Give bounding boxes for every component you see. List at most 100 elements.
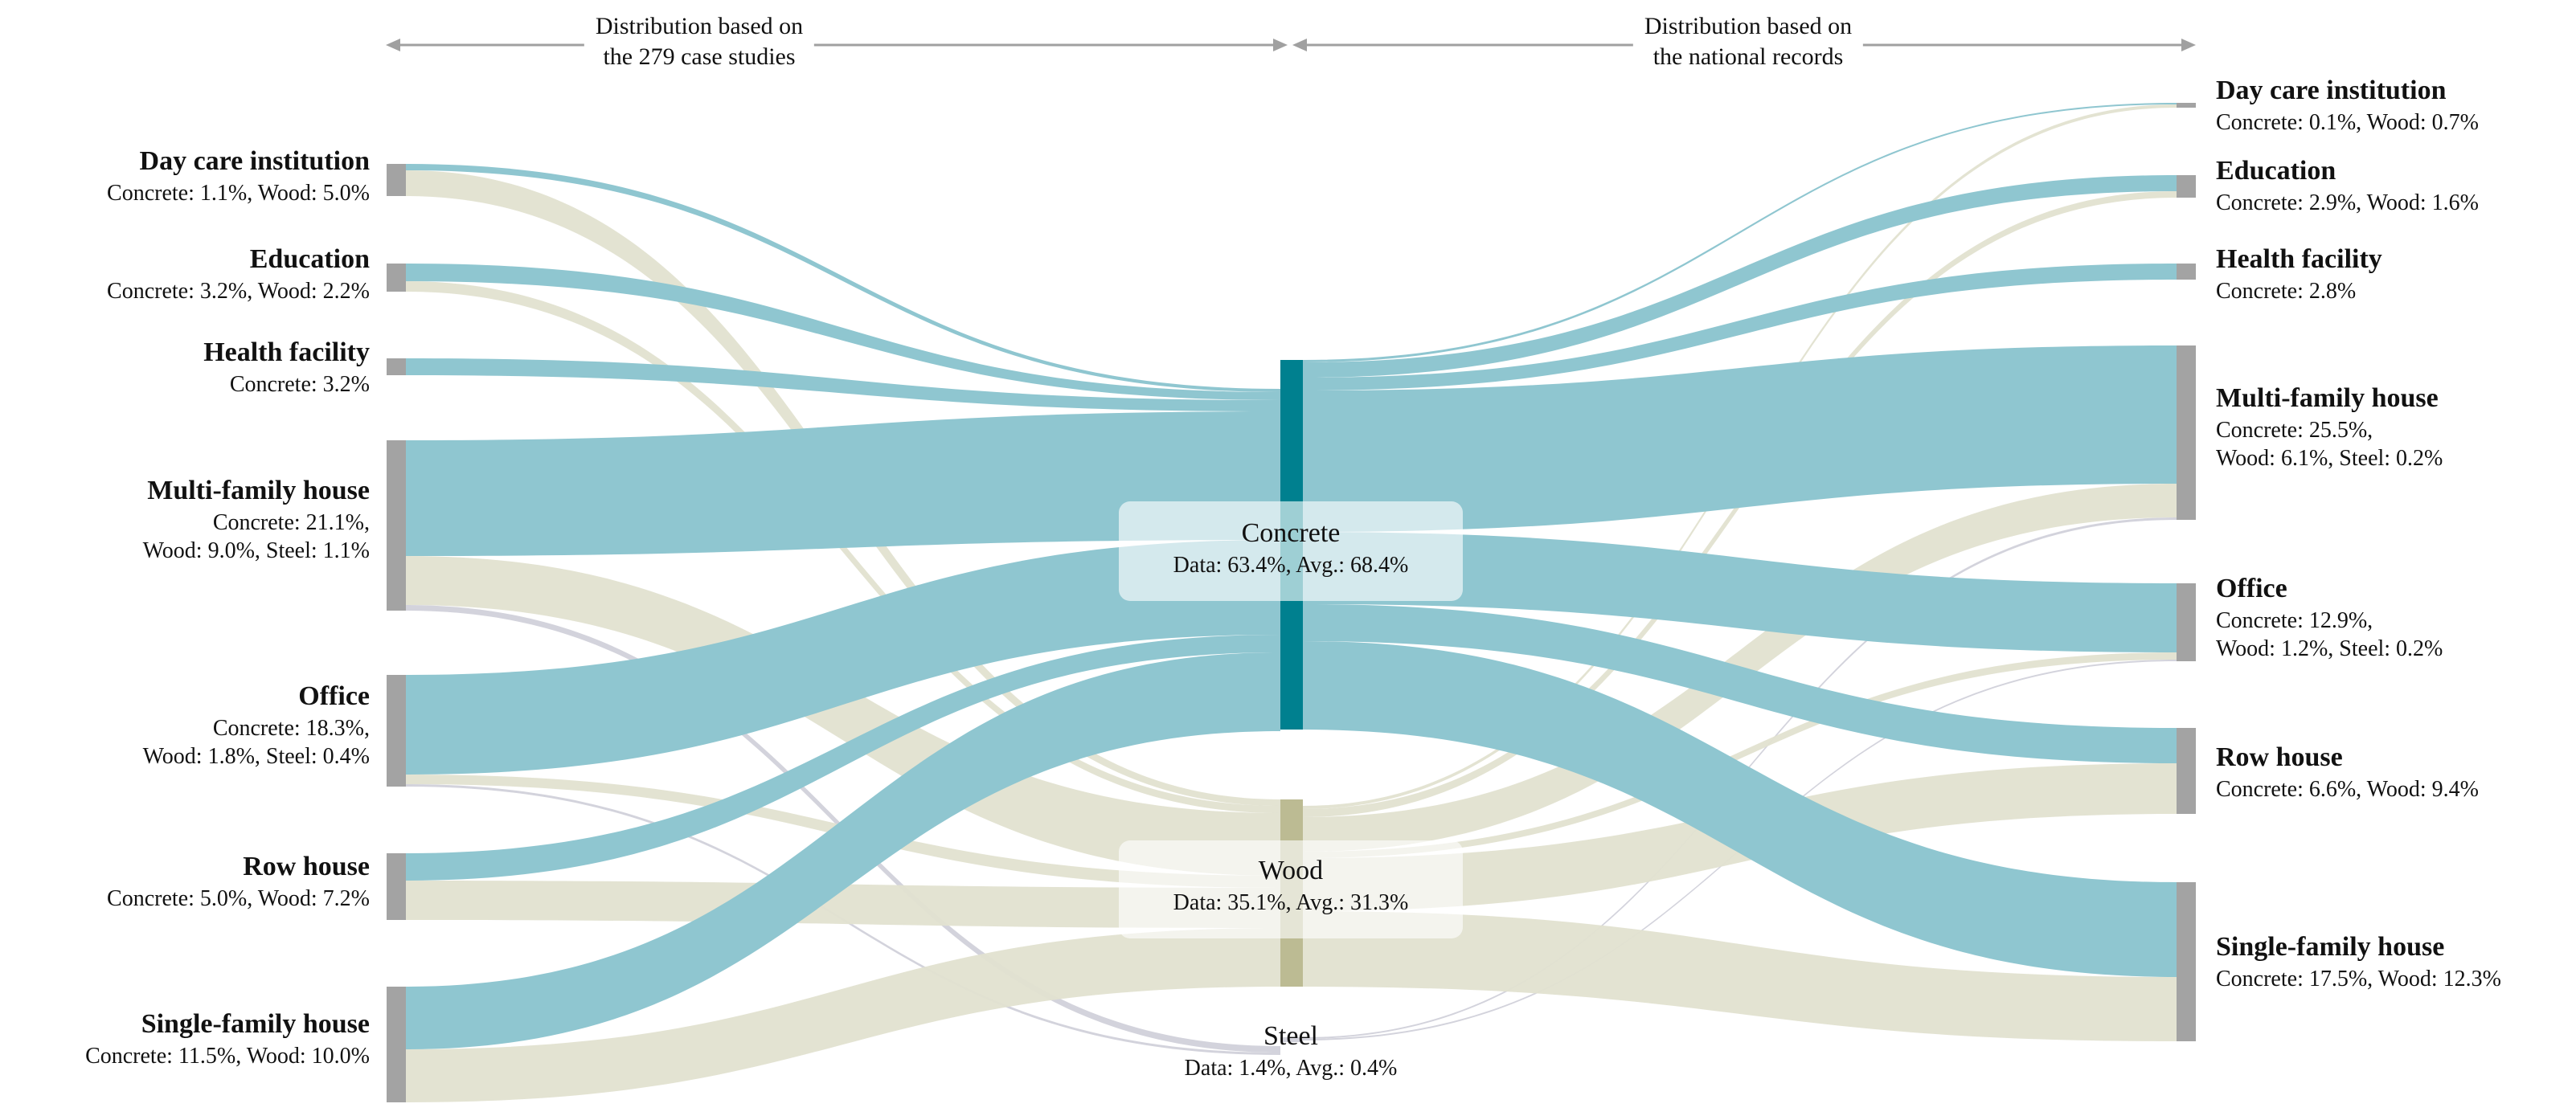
- header-arrow-right-head-left: [1292, 39, 1307, 51]
- left-title-office: Office: [298, 681, 370, 711]
- left-node-education: [387, 264, 406, 292]
- left-title-education: Education: [249, 244, 370, 274]
- left-node-single-family: [387, 987, 406, 1102]
- right-node-single-family: [2177, 882, 2196, 1041]
- right-label-single-family: Single-family house Concrete: 17.5%, Woo…: [2216, 930, 2501, 993]
- left-value-single-family: Concrete: 11.5%, Wood: 10.0%: [85, 1043, 370, 1069]
- right-title-day-care: Day care institution: [2216, 76, 2447, 105]
- flow-right-office-concrete: [1303, 532, 2177, 652]
- wood-summary: Data: 35.1%, Avg.: 31.3%: [1173, 890, 1409, 916]
- left-value-row-house: Concrete: 5.0%, Wood: 7.2%: [107, 885, 370, 911]
- right-title-office: Office: [2216, 574, 2287, 603]
- left-label-single-family: Single-family house Concrete: 11.5%, Woo…: [85, 1008, 370, 1070]
- header-right-line-1: Distribution based on: [1644, 13, 1853, 39]
- flow-left-row-house-concrete: [406, 635, 1280, 881]
- left-label-multi-family: Multi-family house Concrete: 21.1%, Wood…: [143, 474, 370, 565]
- flow-left-multi-family-wood: [406, 556, 1280, 876]
- concrete-label-box: [1119, 501, 1463, 601]
- flow-right-day-care-concrete: [1303, 103, 2177, 362]
- flow-left-health-concrete: [406, 358, 1280, 411]
- flow-left-single-family-concrete: [406, 652, 1280, 1049]
- right-node-multi-family: [2177, 345, 2196, 520]
- right-title-row-house: Row house: [2216, 742, 2343, 772]
- right-flows: [1303, 103, 2177, 1041]
- header-arrow-left-head-right: [1273, 39, 1288, 51]
- left-value-office-1: Concrete: 18.3%,: [212, 715, 370, 741]
- right-label-health: Health facility Concrete: 2.8%: [2216, 243, 2382, 305]
- flow-left-row-house-wood: [406, 881, 1280, 928]
- left-label-health: Health facility Concrete: 3.2%: [203, 336, 370, 399]
- flow-right-single-family-wood: [1303, 911, 2177, 1041]
- flow-right-health-concrete: [1303, 264, 2177, 390]
- right-title-health: Health facility: [2216, 244, 2382, 274]
- steel-node: [1280, 1037, 1303, 1042]
- flow-left-office-concrete: [406, 540, 1280, 775]
- left-value-office-2: Wood: 1.8%, Steel: 0.4%: [142, 743, 370, 769]
- flow-right-office-wood: [1303, 652, 2177, 858]
- right-value-day-care: Concrete: 0.1%, Wood: 0.7%: [2216, 109, 2479, 135]
- header-arrow-left-head-left: [386, 39, 400, 51]
- left-label-office: Office Concrete: 18.3%, Wood: 1.8%, Stee…: [143, 680, 370, 771]
- right-value-multi-family-2: Wood: 6.1%, Steel: 0.2%: [2216, 445, 2443, 471]
- right-node-health: [2177, 264, 2196, 280]
- right-node-education: [2177, 175, 2196, 198]
- right-value-office-1: Concrete: 12.9%,: [2216, 607, 2373, 633]
- flow-left-multi-family-concrete: [406, 411, 1280, 556]
- concrete-label: Concrete Data: 63.4%, Avg.: 68.4%: [1173, 516, 1409, 581]
- left-value-multi-family-1: Concrete: 21.1%,: [212, 509, 370, 535]
- right-label-day-care: Day care institution Concrete: 0.1%, Woo…: [2216, 74, 2479, 137]
- flow-right-single-family-concrete: [1303, 641, 2177, 977]
- right-value-office-2: Wood: 1.2%, Steel: 0.2%: [2216, 636, 2443, 661]
- left-title-multi-family: Multi-family house: [147, 476, 370, 505]
- left-label-row-house: Row house Concrete: 5.0%, Wood: 7.2%: [107, 850, 370, 913]
- steel-name: Steel: [1263, 1021, 1318, 1051]
- left-title-row-house: Row house: [243, 852, 370, 881]
- concrete-summary: Data: 63.4%, Avg.: 68.4%: [1173, 553, 1409, 578]
- right-value-row-house: Concrete: 6.6%, Wood: 9.4%: [2216, 776, 2479, 802]
- right-node-office: [2177, 583, 2196, 661]
- wood-name: Wood: [1258, 856, 1324, 885]
- flow-right-education-concrete: [1303, 175, 2177, 378]
- wood-label-box: [1119, 840, 1463, 938]
- right-label-row-house: Row house Concrete: 6.6%, Wood: 9.4%: [2216, 741, 2479, 803]
- flow-left-single-family-wood: [406, 928, 1280, 1102]
- steel-label: Steel Data: 1.4%, Avg.: 0.4%: [1185, 1019, 1398, 1084]
- concrete-name: Concrete: [1241, 518, 1341, 548]
- header-right-line-2: the national records: [1652, 43, 1844, 70]
- right-label-office: Office Concrete: 12.9%, Wood: 1.2%, Stee…: [2216, 572, 2443, 663]
- wood-label: Wood Data: 35.1%, Avg.: 31.3%: [1173, 853, 1409, 918]
- right-node-row-house: [2177, 728, 2196, 814]
- left-label-day-care: Day care institution Concrete: 1.1%, Woo…: [107, 145, 370, 207]
- left-value-education: Concrete: 3.2%, Wood: 2.2%: [107, 278, 370, 304]
- steel-summary: Data: 1.4%, Avg.: 0.4%: [1184, 1056, 1398, 1081]
- header-left-line-2: the 279 case studies: [603, 43, 796, 70]
- flow-left-education-concrete: [406, 264, 1280, 400]
- left-title-day-care: Day care institution: [139, 146, 370, 176]
- right-value-education: Concrete: 2.9%, Wood: 1.6%: [2216, 190, 2479, 215]
- left-value-health: Concrete: 3.2%: [229, 371, 370, 397]
- left-node-health: [387, 358, 406, 375]
- header-arrow-right-head-right: [2181, 39, 2196, 51]
- right-label-education: Education Concrete: 2.9%, Wood: 1.6%: [2216, 154, 2479, 217]
- left-node-row-house: [387, 853, 406, 920]
- flow-right-multi-family-concrete: [1303, 345, 2177, 532]
- flow-right-row-house-concrete: [1303, 604, 2177, 763]
- left-title-health: Health facility: [203, 337, 370, 367]
- header-left: Distribution based on the 279 case studi…: [584, 11, 815, 72]
- right-value-health: Concrete: 2.8%: [2216, 278, 2357, 304]
- right-value-multi-family-1: Concrete: 25.5%,: [2216, 417, 2373, 443]
- left-label-education: Education Concrete: 3.2%, Wood: 2.2%: [107, 243, 370, 305]
- left-node-multi-family: [387, 440, 406, 611]
- left-title-single-family: Single-family house: [141, 1009, 370, 1039]
- header-right: Distribution based on the national recor…: [1632, 11, 1864, 72]
- left-value-multi-family-2: Wood: 9.0%, Steel: 1.1%: [142, 538, 370, 563]
- right-value-single-family: Concrete: 17.5%, Wood: 12.3%: [2216, 966, 2501, 991]
- left-node-day-care: [387, 164, 406, 196]
- right-title-education: Education: [2216, 156, 2336, 186]
- right-node-day-care: [2177, 103, 2196, 108]
- right-title-single-family: Single-family house: [2216, 932, 2445, 962]
- flow-left-day-care-concrete: [406, 164, 1280, 392]
- right-title-multi-family: Multi-family house: [2216, 383, 2439, 413]
